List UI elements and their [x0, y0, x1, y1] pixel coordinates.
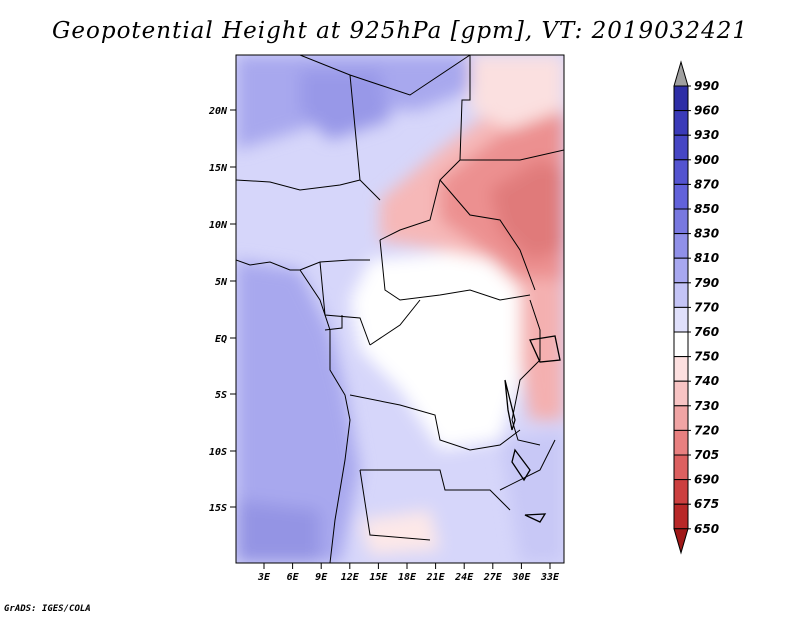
- colorbar-label: 870: [694, 177, 719, 191]
- lat-label: 10N: [209, 220, 228, 231]
- colorbar-label: 900: [694, 153, 719, 167]
- colorbar-swatch: [673, 503, 689, 530]
- lon-label: 30E: [511, 572, 531, 583]
- colorbar-label: 830: [694, 227, 719, 241]
- latitude-axis: 20N 15N 10N 5N EQ 5S 10S 15S: [208, 106, 236, 514]
- colorbar-swatch: [673, 110, 689, 136]
- longitude-axis: 3E 6E 9E 12E 15E 18E 21E 24E 27E 30E 33E: [257, 563, 560, 583]
- colorbar-swatch: [673, 479, 689, 505]
- colorbar-bottom-arrow: [673, 528, 689, 555]
- lat-label: 15S: [209, 503, 227, 514]
- lat-label: 20N: [208, 106, 228, 117]
- lon-label: 27E: [483, 572, 503, 583]
- colorbar-swatch: [673, 331, 689, 358]
- lon-label: 15E: [369, 572, 388, 583]
- lat-label: 10S: [209, 447, 227, 458]
- colorbar-swatch: [673, 282, 689, 308]
- colorbar-label: 770: [694, 300, 719, 314]
- colorbar-label: 720: [694, 423, 719, 437]
- colorbar-label: 930: [694, 128, 719, 142]
- colorbar-label: 810: [694, 251, 719, 265]
- colorbar-label: 730: [694, 399, 719, 413]
- colorbar-swatch: [673, 208, 689, 235]
- lon-label: 21E: [426, 572, 446, 583]
- colorbar-swatch: [673, 306, 689, 333]
- colorbar-swatch: [673, 454, 689, 481]
- lat-label: 5S: [215, 390, 227, 401]
- colorbar-swatch: [673, 257, 689, 284]
- lon-label: 33E: [540, 572, 560, 583]
- colorbar-swatch: [673, 183, 689, 210]
- colorbar-label: 675: [694, 497, 719, 511]
- colorbar-label: 990: [694, 79, 719, 93]
- colorbar-label: 705: [694, 448, 719, 462]
- grads-credit: GrADS: IGES/COLA: [4, 604, 91, 614]
- lat-label: EQ: [215, 334, 227, 345]
- colorbar-swatch: [673, 85, 689, 112]
- lon-label: 24E: [454, 572, 474, 583]
- colorbar-swatch: [673, 134, 689, 161]
- colorbar-label: 690: [694, 473, 719, 487]
- colorbar-label: 740: [694, 374, 719, 388]
- colorbar-swatch: [673, 429, 689, 456]
- lon-label: 18E: [398, 572, 417, 583]
- map-title: Geopotential Height at 925hPa [gpm], VT:…: [52, 18, 748, 44]
- colorbar-swatch: [673, 233, 689, 259]
- colorbar-label: 790: [694, 276, 719, 290]
- colorbar-label: 650: [694, 522, 719, 536]
- colorbar-label: 960: [694, 104, 719, 118]
- colorbar-label: 850: [694, 202, 719, 216]
- colorbar-top-arrow: [673, 60, 689, 87]
- colorbar-label: 750: [694, 350, 719, 364]
- colorbar-swatch: [673, 405, 689, 431]
- lat-label: 15N: [209, 163, 228, 174]
- colorbar-swatch: [673, 159, 689, 185]
- map-frame: [235, 54, 565, 564]
- geopotential-field: [236, 55, 564, 563]
- colorbar: 990 960 930 900 870 850 830 810 790 770 760 750 740 7…: [673, 60, 719, 555]
- lon-label: 3E: [257, 572, 271, 583]
- lon-label: 9E: [315, 572, 328, 583]
- colorbar-label: 760: [694, 325, 719, 339]
- colorbar-swatch: [673, 380, 689, 407]
- lat-label: 5N: [215, 277, 228, 288]
- lon-label: 12E: [341, 572, 360, 583]
- lon-label: 6E: [287, 572, 300, 583]
- colorbar-swatch: [673, 356, 689, 382]
